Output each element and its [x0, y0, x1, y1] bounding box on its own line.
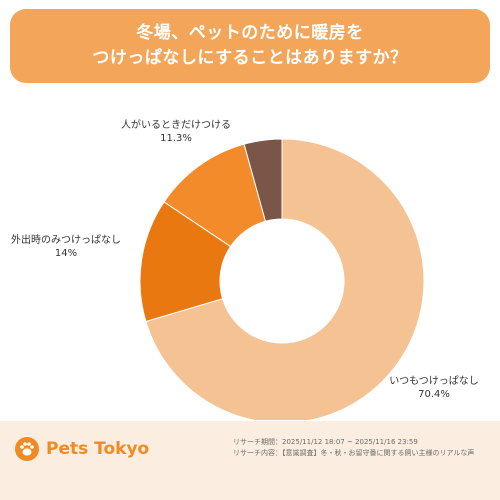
slice-value-label-2: 14%	[55, 248, 77, 259]
paw-icon	[15, 437, 39, 461]
research-info: リサーチ期間：2025/11/12 18:07 ~ 2025/11/16 23:…	[233, 437, 474, 459]
donut-slice-4	[243, 138, 283, 222]
slice-value-label-3: 11.3%	[160, 133, 192, 144]
brand-name: Pets Tokyo	[46, 439, 150, 459]
research-content: リサーチ内容：【意識調査】冬・秋・お留守番に関する飼い主様のリアルな声	[233, 449, 475, 457]
slice-label-1: いつもつけっぱなし	[389, 375, 479, 387]
footer: Pets Tokyo リサーチ期間：2025/11/12 18:07 ~ 202…	[0, 421, 500, 500]
chart-title-line-1: 冬場、ペットのために暖房を	[136, 23, 364, 43]
chart-title-line-2: つけっぱなしにすることはありますか？	[92, 48, 408, 68]
donut-slice-1	[145, 138, 425, 420]
research-period: リサーチ期間：2025/11/12 18:07 ~ 2025/11/16 23:…	[233, 438, 418, 446]
slice-label-2: 外出時のみつけっぱなし	[11, 233, 121, 246]
donut-chart: いつもつけっぱなし 70.4% 外出時のみつけっぱなし 14% 人がいるときだけつける 1…	[11, 118, 479, 420]
brand-logo: Pets Tokyo	[14, 436, 149, 462]
title-banner: 冬場、ペットのために暖房を つけっぱなしにすることはありますか？	[10, 9, 490, 83]
slice-label-3: 人がいるときだけつける	[121, 118, 231, 131]
slice-value-label-1: 70.4%	[418, 389, 450, 400]
